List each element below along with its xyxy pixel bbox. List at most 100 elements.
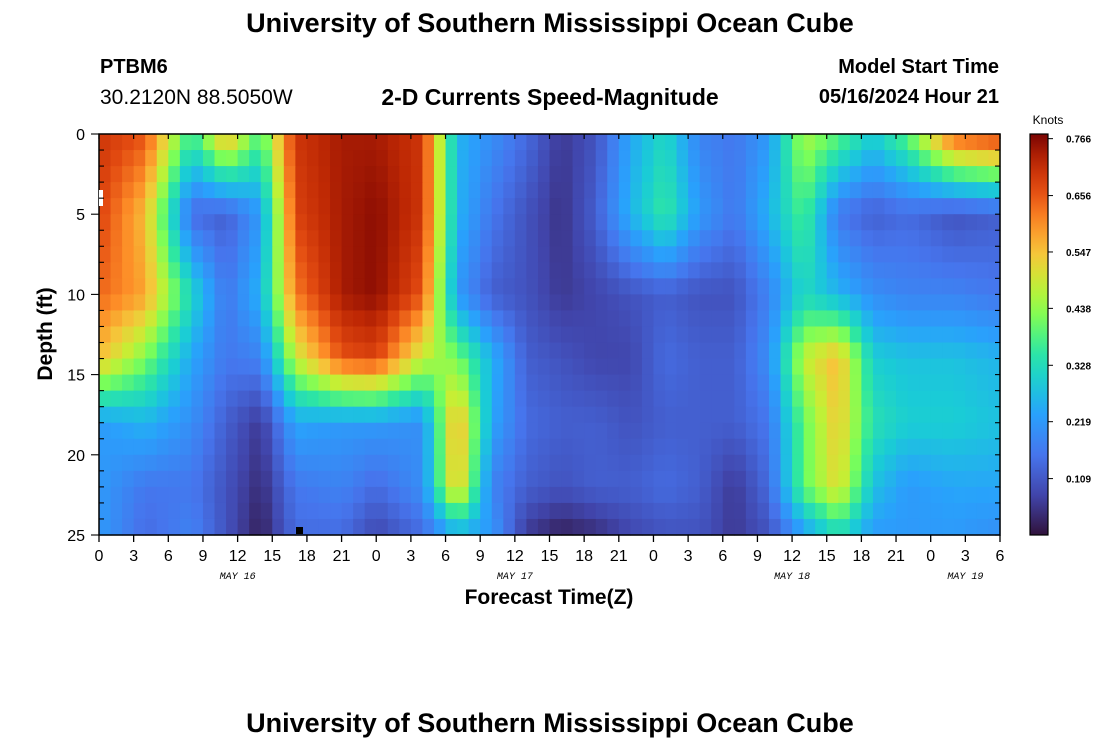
heatmap-cell <box>849 230 862 247</box>
heatmap-cell <box>722 246 735 263</box>
heatmap-cell <box>480 198 493 215</box>
heatmap-cell <box>768 214 782 231</box>
heatmap-cell <box>353 390 366 408</box>
heatmap-cell <box>561 150 574 167</box>
heatmap-cell <box>792 278 805 295</box>
heatmap-cell <box>376 358 389 376</box>
heatmap-cell <box>572 438 585 456</box>
heatmap-cell <box>849 374 862 392</box>
heatmap-cell <box>537 374 551 392</box>
heatmap-cell <box>838 502 851 520</box>
heatmap-cell <box>249 294 262 312</box>
heatmap-cell <box>272 246 285 263</box>
heatmap-cell <box>641 230 655 247</box>
x-tick-label: 15 <box>818 548 836 565</box>
heatmap-cell <box>745 486 759 504</box>
heatmap-cell <box>942 422 955 440</box>
heatmap-cell <box>815 358 828 376</box>
heatmap-cell <box>907 454 920 472</box>
heatmap-cell <box>861 166 874 183</box>
heatmap-cell <box>410 166 424 183</box>
heatmap-cell <box>907 502 920 520</box>
heatmap-cell <box>179 406 193 424</box>
heatmap-cell <box>237 278 250 295</box>
heatmap-cell <box>237 166 250 183</box>
heatmap-cell <box>861 454 874 472</box>
heatmap-cell <box>191 326 204 344</box>
heatmap-cell <box>272 374 285 392</box>
heatmap-cell <box>445 454 458 472</box>
heatmap-cell <box>364 326 377 344</box>
heatmap-cell <box>618 278 631 295</box>
heatmap-cell <box>688 502 701 520</box>
heatmap-cell <box>99 406 112 424</box>
heatmap-cell <box>849 278 862 295</box>
heatmap-cell <box>330 230 343 247</box>
heatmap-cell <box>283 454 296 472</box>
heatmap-cell <box>145 294 158 312</box>
heatmap-cell <box>306 406 320 424</box>
heatmap-cell <box>387 374 400 392</box>
heatmap-cell <box>976 342 990 360</box>
heatmap-cell <box>907 422 920 440</box>
heatmap-cell <box>988 406 1001 424</box>
heatmap-cell <box>318 326 331 344</box>
heatmap-cell <box>491 406 504 424</box>
heatmap-cell <box>237 358 250 376</box>
heatmap-cell <box>99 326 112 344</box>
heatmap-cell <box>872 406 886 424</box>
heatmap-cell <box>202 518 216 536</box>
heatmap-cell <box>226 166 239 183</box>
heatmap-cell <box>676 134 689 151</box>
heatmap-cell <box>665 214 678 231</box>
heatmap-cell <box>803 470 816 488</box>
heatmap-cell <box>561 166 574 183</box>
heatmap-cell <box>872 342 886 360</box>
heatmap-cell <box>803 342 816 360</box>
heatmap-cell <box>295 134 308 151</box>
heatmap-cell <box>202 166 216 183</box>
x-tick-label: 3 <box>684 548 693 565</box>
heatmap-cell <box>826 182 839 199</box>
heatmap-cell <box>872 486 886 504</box>
x-tick-label: 9 <box>199 548 208 565</box>
heatmap-cell <box>295 182 308 199</box>
heatmap-cell <box>537 134 551 151</box>
heatmap-cell <box>353 214 366 231</box>
heatmap-cell <box>711 454 724 472</box>
y-axis-label: Depth (ft) <box>34 287 57 380</box>
heatmap-cell <box>584 326 597 344</box>
station-id: PTBM6 <box>100 56 168 78</box>
heatmap-cell <box>896 166 909 183</box>
heatmap-cell <box>260 326 273 344</box>
heatmap-cell <box>422 486 435 504</box>
heatmap-cell <box>133 438 146 456</box>
heatmap-cell <box>884 486 897 504</box>
heatmap-cell <box>283 294 296 312</box>
heatmap-cell <box>711 134 724 151</box>
heatmap-cell <box>676 374 689 392</box>
heatmap-cell <box>919 294 932 312</box>
heatmap-cell <box>341 230 354 247</box>
heatmap-cell <box>306 134 320 151</box>
heatmap-cell <box>584 230 597 247</box>
heatmap-cell <box>145 470 158 488</box>
heatmap-cell <box>549 486 562 504</box>
heatmap-cell <box>942 134 955 151</box>
heatmap-cell <box>110 150 123 167</box>
heatmap-cell <box>803 246 816 263</box>
heatmap-cell <box>457 374 470 392</box>
heatmap-cell <box>641 166 655 183</box>
heatmap-cell <box>214 310 227 328</box>
heatmap-cell <box>457 150 470 167</box>
heatmap-cell <box>445 486 458 504</box>
heatmap-cell <box>942 358 955 376</box>
heatmap-cell <box>503 214 516 231</box>
heatmap-cell <box>896 454 909 472</box>
heatmap-cell <box>191 214 204 231</box>
heatmap-cell <box>179 486 193 504</box>
heatmap-cell <box>364 486 377 504</box>
heatmap-cell <box>122 342 135 360</box>
heatmap-cell <box>965 214 978 231</box>
heatmap-cell <box>884 278 897 295</box>
